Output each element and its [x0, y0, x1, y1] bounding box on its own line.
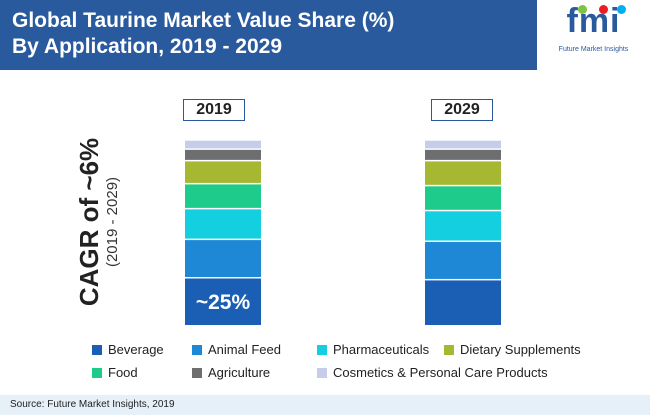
footer-bar: Source: Future Market Insights, 2019: [0, 395, 650, 415]
chart-title: Global Taurine Market Value Share (%) By…: [12, 8, 394, 60]
legend-swatch: [92, 344, 102, 355]
legend-swatch: [192, 367, 202, 378]
legend-label: Pharmaceuticals: [333, 342, 430, 357]
bar-segment-2029-animal-feed: [425, 242, 501, 279]
logo-dot-blue: [617, 5, 626, 14]
data-label-2019-beverage: ~25%: [196, 291, 251, 314]
legend-item-beverage: Beverage: [92, 342, 164, 358]
stacked-bar-chart: ~25%: [185, 140, 501, 325]
chart-legend: Beverage Animal Feed Pharmaceuticals Dietar…: [92, 340, 642, 390]
bar-segment-2019-agriculture: [185, 149, 261, 160]
legend-label: Animal Feed: [208, 342, 281, 357]
fmi-logo: fmi Future Market Insights: [537, 0, 650, 70]
bar-segment-2029-agriculture: [425, 149, 501, 160]
bar-segment-2029-pharmaceuticals: [425, 211, 501, 241]
legend-item-cosmetics-personal-care-products: Cosmetics & Personal Care Products: [317, 365, 548, 381]
title-line-1: Global Taurine Market Value Share (%): [12, 9, 395, 32]
legend-swatch: [444, 344, 454, 355]
logo-dot-green: [578, 5, 587, 14]
legend-item-pharmaceuticals: Pharmaceuticals: [317, 342, 429, 358]
legend-item-food: Food: [92, 365, 138, 381]
bar-segment-2029-beverage: [425, 280, 501, 325]
legend-label: Cosmetics & Personal Care Products: [333, 365, 548, 380]
bar-segment-2029-dietary-supplements: [425, 161, 501, 185]
title-line-2: By Application, 2019 - 2029: [12, 35, 282, 58]
year-label-2019: 2019: [183, 99, 245, 121]
legend-swatch: [317, 367, 327, 378]
bar-segment-2029-food: [425, 186, 501, 210]
bar-segment-2019-pharmaceuticals: [185, 209, 261, 239]
bar-segment-2019-food: [185, 184, 261, 208]
legend-label: Beverage: [108, 342, 164, 357]
bar-segment-2019-cosmetics-personal-care-products: [185, 140, 261, 149]
bar-segment-2019-beverage: [185, 278, 261, 325]
logo-dot-red: [599, 5, 608, 14]
logo-tagline: Future Market Insights: [558, 46, 629, 53]
source-note: Source: Future Market Insights, 2019: [10, 399, 175, 410]
legend-item-agriculture: Agriculture: [192, 365, 270, 381]
legend-label: Dietary Supplements: [460, 342, 581, 357]
legend-swatch: [92, 367, 102, 378]
legend-label: Agriculture: [208, 365, 271, 380]
year-label-2029: 2029: [431, 99, 493, 121]
bar-segment-2019-animal-feed: [185, 240, 261, 277]
bar-segment-2029-cosmetics-personal-care-products: [425, 140, 501, 149]
header-banner: Global Taurine Market Value Share (%) By…: [0, 0, 650, 70]
legend-swatch: [317, 344, 327, 355]
bar-segment-2019-dietary-supplements: [185, 161, 261, 183]
legend-item-dietary-supplements: Dietary Supplements: [444, 342, 581, 358]
logo-text: fmi: [566, 2, 621, 40]
legend-label: Food: [108, 365, 138, 380]
legend-item-animal-feed: Animal Feed: [192, 342, 281, 358]
legend-swatch: [192, 344, 202, 355]
